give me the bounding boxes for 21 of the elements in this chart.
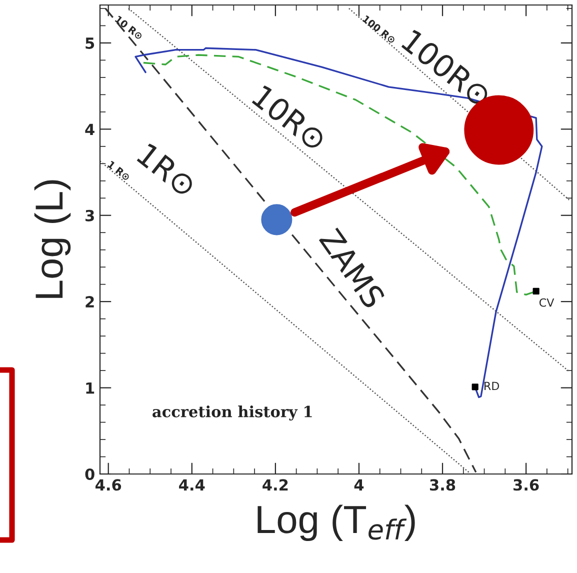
x-tick-label: 3.6 — [514, 479, 539, 491]
y-tick-label: 4 — [85, 124, 94, 135]
x-tick-label: 4.4 — [179, 479, 205, 490]
annotation: 1R⊙ — [136, 142, 198, 198]
y-tick-label: 2 — [86, 296, 94, 308]
y-tick-label: 0 — [85, 468, 94, 480]
x-axis-title: Log (T$_{eff}$) — [258, 504, 415, 542]
y-tick-label: 1 — [86, 382, 94, 394]
annotation: 100 R⊙ — [362, 15, 396, 44]
y-tick-label: 3 — [86, 210, 94, 222]
y-axis-title: Log (L) — [34, 180, 71, 298]
x-tick-label: 4.2 — [262, 479, 288, 490]
annotation: accretion history 1 — [152, 406, 312, 421]
annotation: RD — [484, 382, 500, 390]
annotation: 10 R⊙ — [114, 15, 144, 40]
x-tick-label: 4 — [354, 479, 364, 490]
y-tick-label: 5 — [86, 38, 94, 49]
annotation: 1 R⊙ — [107, 160, 131, 182]
x-tick-label: 3.8 — [430, 479, 456, 491]
x-tick-label: 4.6 — [96, 479, 122, 491]
annotation: CV — [539, 298, 554, 307]
